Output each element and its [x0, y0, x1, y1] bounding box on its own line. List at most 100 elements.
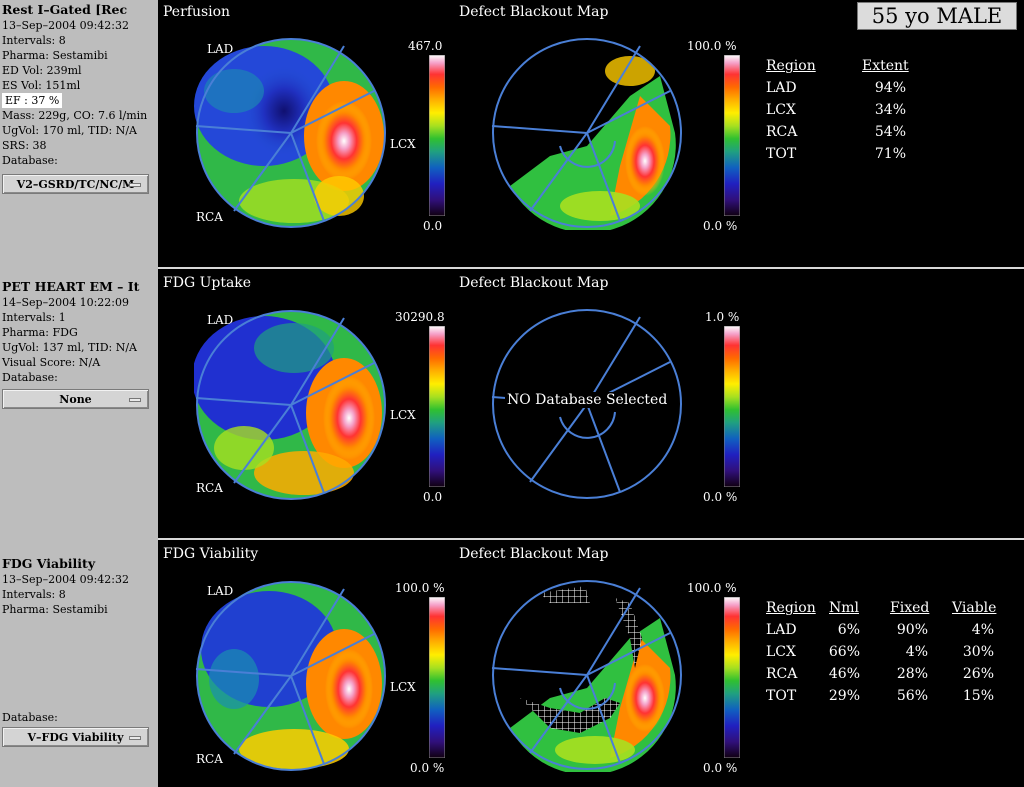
defect-map-title: Defect Blackout Map	[459, 4, 609, 20]
fixed-cell: 28%	[896, 666, 928, 682]
patient-label: 55 yo MALE	[857, 2, 1017, 30]
viability-header-fixed: Fixed	[890, 600, 930, 616]
defect-scale-min: 0.0 %	[703, 219, 738, 233]
perfusion-polar-map	[194, 38, 386, 228]
viability-defect-map	[491, 580, 682, 772]
nml-cell: 29%	[828, 688, 860, 704]
defect-scale-min: 0.0 %	[703, 761, 738, 775]
visual-score: Visual Score: N/A	[2, 356, 101, 369]
perfusion-title: Perfusion	[163, 4, 231, 20]
database-select-viability[interactable]: V–FDG Viability	[2, 727, 149, 747]
scale-max: 100.0 %	[395, 581, 445, 595]
study-title: FDG Viability	[2, 556, 96, 571]
study-pharma: Pharma: FDG	[2, 326, 78, 339]
defect-colorbar	[724, 326, 740, 487]
viability-header-nml: Nml	[829, 600, 860, 616]
perfusion-colorbar	[429, 55, 445, 216]
row-divider	[158, 538, 1024, 540]
ejection-fraction: EF : 37 %	[2, 93, 63, 108]
dropdown-icon	[129, 398, 141, 402]
lad-label: LAD	[207, 584, 234, 598]
viability-header-region: Region	[766, 600, 816, 616]
table-row: TOT 29% 56% 15%	[766, 688, 1000, 710]
defect-colorbar	[724, 597, 740, 758]
database-select-value: None	[59, 392, 92, 406]
scale-min: 0.0	[423, 219, 443, 233]
defect-map-title: Defect Blackout Map	[459, 546, 609, 562]
table-row: RCA 46% 28% 26%	[766, 666, 1000, 688]
database-select-pet[interactable]: None	[2, 389, 149, 409]
dropdown-icon	[129, 183, 141, 187]
study-pharma: Pharma: Sestamibi	[2, 603, 108, 616]
study-intervals: Intervals: 1	[2, 311, 66, 324]
study-title: PET HEART EM – It	[2, 279, 140, 294]
database-select-value: V2–GSRD/TC/NC/M	[16, 177, 135, 191]
scale-max: 467.0	[408, 39, 443, 53]
mass-co: Mass: 229g, CO: 7.6 l/min	[2, 109, 148, 122]
study-info-pet: PET HEART EM – It 14–Sep–2004 10:22:09 I…	[2, 279, 156, 385]
extent-header-region: Region	[766, 58, 816, 74]
scale-min: 0.0	[423, 490, 443, 504]
viable-cell: 15%	[962, 688, 994, 704]
extent-header-extent: Extent	[862, 58, 909, 74]
nml-cell: 46%	[828, 666, 860, 682]
region-cell: TOT	[766, 146, 797, 162]
region-cell: TOT	[766, 688, 797, 704]
table-row: LCX 34%	[766, 102, 916, 124]
rca-label: RCA	[196, 481, 223, 495]
ugvol-tid: UgVol: 137 ml, TID: N/A	[2, 341, 138, 354]
fdg-colorbar	[429, 326, 445, 487]
scale-min: 0.0 %	[410, 761, 445, 775]
fixed-cell: 90%	[896, 622, 928, 638]
region-cell: RCA	[766, 124, 798, 140]
rca-label: RCA	[196, 210, 223, 224]
fdg-uptake-polar-map	[194, 310, 386, 500]
extent-cell: 71%	[874, 146, 906, 162]
no-database-message: NO Database Selected	[505, 392, 670, 408]
study-info-rest-gated: Rest I–Gated [Rec 13–Sep–2004 09:42:32 I…	[2, 2, 156, 168]
nml-cell: 6%	[837, 622, 860, 638]
lcx-label: LCX	[390, 137, 416, 151]
database-label: Database:	[2, 371, 58, 384]
study-date: 14–Sep–2004 10:22:09	[2, 296, 129, 309]
ugvol-tid: UgVol: 170 ml, TID: N/A	[2, 124, 138, 137]
es-volume: ES Vol: 151ml	[2, 79, 81, 92]
scale-max: 30290.8	[395, 310, 445, 324]
database-select-value: V–FDG Viability	[27, 730, 124, 744]
nml-cell: 66%	[828, 644, 860, 660]
study-intervals: Intervals: 8	[2, 588, 66, 601]
region-cell: LCX	[766, 102, 796, 118]
extent-cell: 34%	[874, 102, 906, 118]
table-row: TOT 71%	[766, 146, 916, 168]
database-select-rest[interactable]: V2–GSRD/TC/NC/M	[2, 174, 149, 194]
viability-table: Region Nml Fixed Viable LAD 6% 90% 4% LC…	[766, 600, 1000, 710]
region-cell: LAD	[766, 622, 797, 638]
extent-table: Region Extent LAD 94% LCX 34% RCA 54% TO…	[766, 58, 916, 168]
database-label: Database:	[2, 154, 58, 167]
fixed-cell: 4%	[905, 644, 928, 660]
viable-cell: 26%	[962, 666, 994, 682]
region-cell: RCA	[766, 666, 798, 682]
lcx-label: LCX	[390, 680, 416, 694]
fdg-viability-title: FDG Viability	[163, 546, 259, 562]
rca-label: RCA	[196, 752, 223, 766]
defect-colorbar	[724, 55, 740, 216]
study-info-viability: FDG Viability 13–Sep–2004 09:42:32 Inter…	[2, 556, 156, 617]
table-row: RCA 54%	[766, 124, 916, 146]
study-title: Rest I–Gated [Rec	[2, 2, 128, 17]
defect-map-title: Defect Blackout Map	[459, 275, 609, 291]
lcx-label: LCX	[390, 408, 416, 422]
defect-scale-max: 100.0 %	[687, 39, 737, 53]
study-intervals: Intervals: 8	[2, 34, 66, 47]
sidebar: Rest I–Gated [Rec 13–Sep–2004 09:42:32 I…	[0, 0, 158, 787]
viable-cell: 4%	[971, 622, 994, 638]
dropdown-icon	[129, 736, 141, 740]
fdg-viability-polar-map	[195, 581, 386, 771]
study-date: 13–Sep–2004 09:42:32	[2, 573, 129, 586]
viable-cell: 30%	[962, 644, 994, 660]
ed-volume: ED Vol: 239ml	[2, 64, 82, 77]
table-row: LAD 6% 90% 4%	[766, 622, 1000, 644]
defect-scale-max: 1.0 %	[705, 310, 740, 324]
extent-cell: 94%	[874, 80, 906, 96]
viability-colorbar	[429, 597, 445, 758]
